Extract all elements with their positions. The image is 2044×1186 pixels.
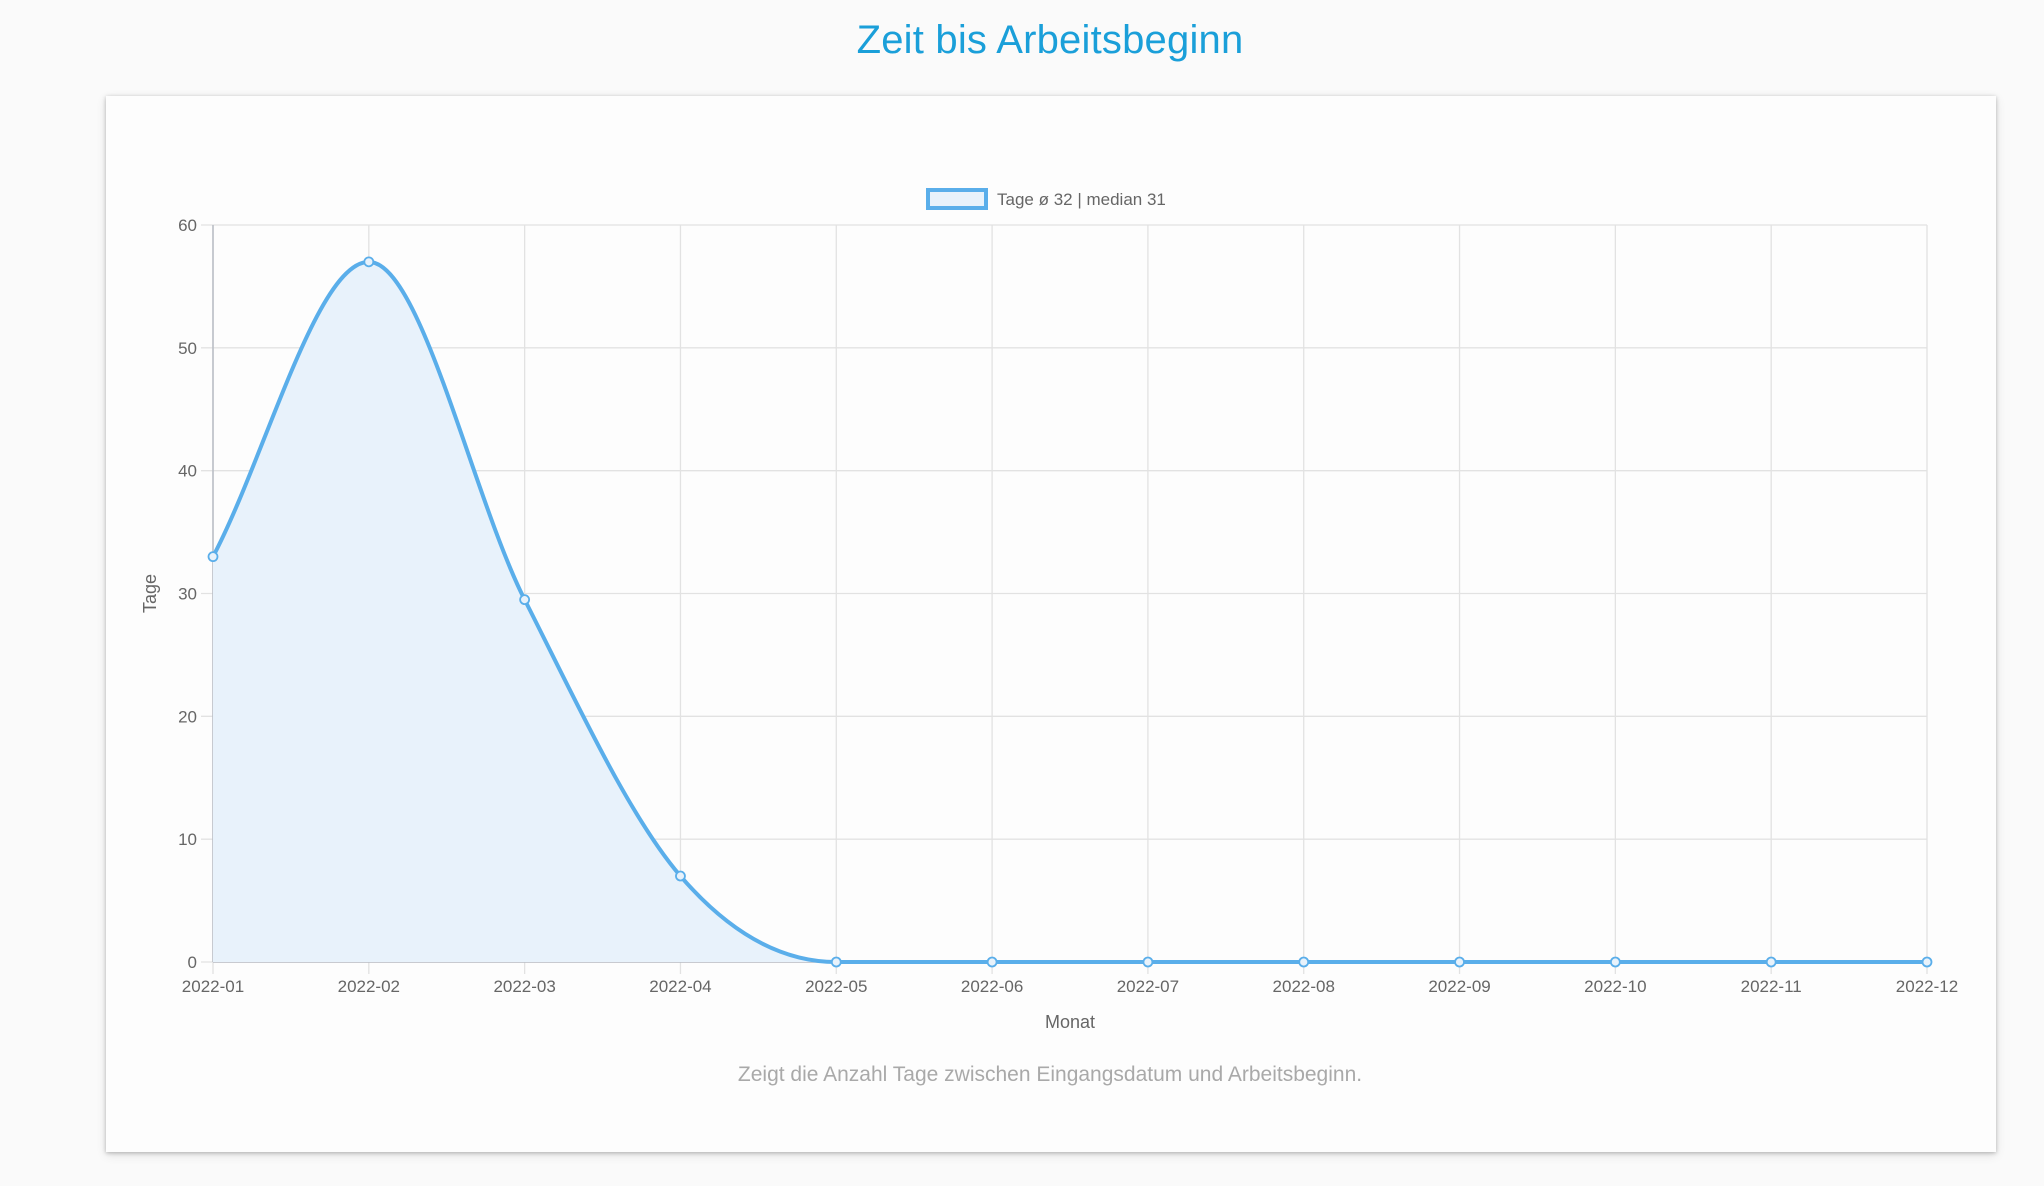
chart-area: 0 10 20 30 40 50 60 2022-01 2022-02 2022-03 2022-0…	[140, 188, 1958, 1032]
x-tick-label: 2022-05	[805, 977, 867, 996]
data-point	[363, 256, 375, 268]
y-tick-label: 10	[178, 830, 197, 849]
x-tick-label: 2022-04	[649, 977, 711, 996]
data-point	[207, 551, 219, 563]
x-tick-label: 2022-11	[1741, 977, 1802, 996]
grid-layer	[201, 224, 1928, 974]
page-title: Zeit bis Arbeitsbeginn	[856, 18, 1244, 62]
data-point	[1454, 956, 1465, 968]
series-area-fill	[213, 261, 1927, 963]
x-tick-label: 2022-06	[961, 977, 1023, 996]
data-point	[830, 956, 842, 968]
data-point	[1609, 956, 1621, 968]
x-tick-label: 2022-08	[1273, 977, 1335, 996]
data-point	[1142, 956, 1154, 968]
data-point	[1765, 956, 1777, 968]
x-tick-label: 2022-01	[182, 977, 244, 996]
chart-caption: Zeigt die Anzahl Tage zwischen Eingangsd…	[737, 1063, 1363, 1086]
y-axis-title: Tage	[140, 574, 160, 613]
chart-card: 0 10 20 30 40 50 60 2022-01 2022-02 2022-03 2022-0…	[106, 96, 1996, 1152]
x-tick-label: 2022-09	[1428, 977, 1490, 996]
x-tick-label: 2022-07	[1117, 977, 1179, 996]
y-tick-label: 30	[178, 585, 197, 604]
y-tick-label: 0	[188, 953, 197, 972]
data-point	[1298, 956, 1310, 968]
x-tick-label: 2022-03	[493, 977, 555, 996]
legend-swatch	[926, 188, 988, 210]
x-tick-label: 2022-12	[1896, 977, 1958, 996]
data-point	[519, 594, 531, 606]
x-axis-title: Monat	[1045, 1012, 1095, 1032]
data-point	[1921, 956, 1933, 968]
y-tick-label: 40	[178, 462, 197, 481]
x-tick-label: 2022-10	[1584, 977, 1646, 996]
series-layer	[207, 256, 1933, 968]
data-point	[675, 870, 686, 882]
y-tick-label: 60	[178, 216, 197, 235]
x-tick-label: 2022-02	[338, 977, 400, 996]
legend-label: Tage ø 32 | median 31	[997, 190, 1166, 209]
y-tick-label: 50	[178, 339, 197, 358]
y-tick-label: 20	[178, 707, 197, 726]
data-point	[986, 956, 998, 968]
legend: Tage ø 32 | median 31	[926, 188, 1166, 210]
